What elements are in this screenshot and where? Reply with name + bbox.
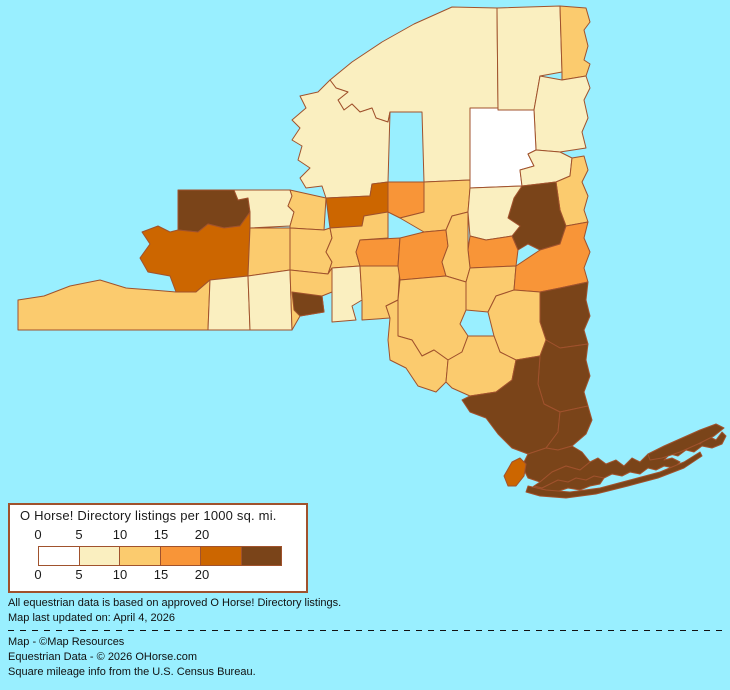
footer-credit-1: Map - ©Map Resources [8,636,125,648]
legend-tick-top-1: 5 [75,527,83,542]
legend-tick-top-0: 0 [34,527,42,542]
legend-tick-bottom-1: 5 [75,567,83,582]
legend-tick-bottom-3: 15 [153,567,169,582]
legend-swatch-2 [120,547,161,565]
legend-color-bar [38,546,282,566]
county-ontario[interactable] [289,227,333,275]
footer: All equestrian data is based on approved… [8,596,722,680]
county-cortland-orange[interactable] [355,237,401,267]
legend-ticks-top: 0 5 10 15 20 [10,527,310,543]
legend-tick-bottom-4: 20 [194,567,210,582]
county-washington[interactable] [555,155,589,227]
county-columbia-brown[interactable] [539,281,591,349]
county-cattaraugus[interactable] [207,275,251,331]
legend-tick-top-2: 10 [112,527,128,542]
long-island-north-fork[interactable] [647,423,725,461]
county-monroe[interactable] [287,189,327,231]
legend-swatch-3 [160,547,201,565]
county-clinton[interactable] [559,5,591,81]
county-staten-island[interactable] [503,457,527,487]
legend-title: O Horse! Directory listings per 1000 sq.… [20,508,277,523]
map-legend: O Horse! Directory listings per 1000 sq.… [8,503,308,593]
county-chautauqua[interactable] [17,279,211,331]
county-essex[interactable] [533,75,591,153]
legend-swatch-5 [241,547,281,565]
footer-divider [8,630,722,631]
footer-note-2: Map last updated on: April 4, 2026 [8,612,175,624]
county-allegany[interactable] [247,269,293,331]
legend-swatch-4 [201,547,242,565]
legend-tick-top-4: 20 [194,527,210,542]
county-polygons [17,5,727,499]
footer-credit-3: Square mileage info from the U.S. Census… [8,666,256,678]
legend-swatch-0 [39,547,80,565]
county-montgomery-orange[interactable] [467,235,519,269]
county-herkimer[interactable] [467,185,523,241]
legend-tick-bottom-0: 0 [34,567,42,582]
county-broome-yellow[interactable] [385,299,449,393]
legend-tick-bottom-2: 10 [112,567,128,582]
county-oswego-orange[interactable] [387,181,425,219]
county-chenango-orange[interactable] [397,229,449,281]
long-island-south-shore[interactable] [525,451,703,499]
footer-credit-2: Equestrian Data - © 2026 OHorse.com [8,651,198,663]
legend-tick-top-3: 15 [153,527,169,542]
county-chemung[interactable] [331,265,363,323]
county-orange-rockland-brown[interactable] [461,355,561,455]
county-dutchess-putnam-brown[interactable] [537,339,591,413]
legend-ticks-bottom: 0 5 10 15 20 [10,567,310,583]
county-genesee[interactable] [247,227,291,277]
county-steuben-brown[interactable] [291,291,325,317]
legend-swatch-1 [79,547,120,565]
footer-note-1: All equestrian data is based on approved… [8,597,342,609]
